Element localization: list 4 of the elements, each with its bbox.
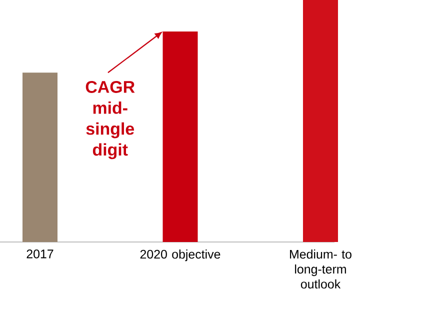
x-tick-label: 2020 objective (140, 250, 220, 262)
x-tick-label: 2017 (26, 250, 54, 258)
annotation: CAGR mid-single digit (86, 80, 135, 160)
x-tick-label: Medium- to long-term outlook (290, 250, 352, 289)
